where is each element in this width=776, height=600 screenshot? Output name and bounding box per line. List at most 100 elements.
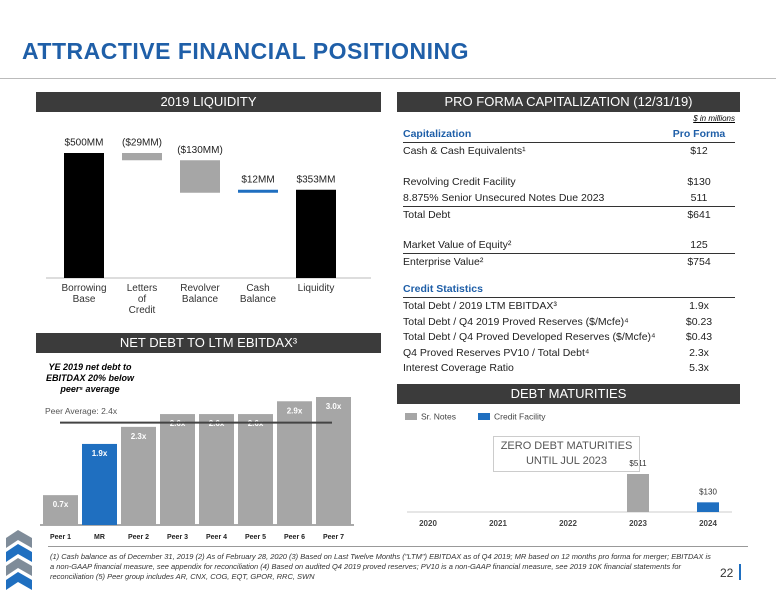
x-tick-label: 2024	[699, 519, 717, 528]
x-tick-label: MR	[94, 534, 105, 541]
cell-value: 2.3x	[689, 346, 709, 359]
value-label: 2.9x	[287, 406, 303, 415]
panel-header: NET DEBT TO LTM EBITDAX³	[36, 333, 381, 353]
cell-label: Credit Statistics	[403, 283, 483, 295]
debt-maturities-chart: Sr. Notes Credit Facility 2020 2021 2022 2023…	[405, 411, 732, 528]
legend-label: Sr. Notes	[421, 411, 456, 421]
value-label: $130	[699, 487, 717, 496]
bar	[316, 397, 351, 525]
x-tick-label: Peer 5	[245, 534, 266, 541]
x-tick-label: 2023	[629, 519, 647, 528]
cell-label: Q4 Proved Reserves PV10 / Total Debt⁴	[403, 346, 590, 359]
unit-note: $ in millions	[693, 114, 735, 123]
footnote: (1) Cash balance as of December 31, 2019…	[50, 552, 711, 581]
cell-value: $130	[687, 176, 711, 188]
table-row: Total Debt $641	[403, 206, 735, 223]
cell-value: $12	[690, 145, 708, 157]
table-row: Cash & Cash Equivalents¹ $12	[403, 143, 735, 159]
value-label: $12MM	[241, 174, 274, 185]
table-row: Revolving Credit Facility $130	[403, 174, 735, 190]
table-row: Total Debt / Q4 Proved Developed Reserve…	[403, 329, 735, 345]
x-tick-label: Cash Balance	[240, 283, 277, 305]
value-label: $500MM	[65, 138, 104, 149]
value-label: 0.7x	[53, 500, 69, 509]
cell-label: 8.875% Senior Unsecured Notes Due 2023	[403, 192, 605, 204]
slide-title: ATTRACTIVE FINANCIAL POSITIONING	[22, 38, 470, 64]
value-label: ($130MM)	[177, 145, 223, 156]
panel-header: DEBT MATURITIES	[397, 384, 740, 404]
bar	[121, 426, 156, 525]
cell-label: Total Debt / 2019 LTM EBITDAX³	[403, 300, 557, 312]
cell-value: 1.9x	[689, 300, 709, 312]
cell-label: Revolving Credit Facility	[403, 176, 516, 188]
x-tick-label: Peer 7	[323, 534, 344, 541]
liquidity-chart: $500MM Borrowing Base ($29MM) Letters of Credi…	[46, 138, 371, 316]
bar	[82, 443, 117, 525]
x-tick-label: Peer 6	[284, 534, 305, 541]
cell-value: $0.23	[685, 315, 713, 328]
bar	[43, 495, 78, 525]
cell-value: Pro Forma	[672, 128, 726, 140]
cell-label: Market Value of Equity²	[403, 239, 512, 251]
chart-annotation: YE 2019 net debt to EBITDAX 20% below pe…	[45, 362, 135, 394]
x-tick-label: Letters of Credit	[127, 283, 158, 316]
table-row: Credit Statistics	[403, 281, 735, 298]
cell-label: Cash & Cash Equivalents¹	[403, 145, 526, 157]
bar	[697, 502, 719, 512]
bar	[199, 414, 234, 525]
footnote-rule	[48, 546, 748, 547]
x-tick-label: Peer 1	[50, 534, 71, 541]
value-label: $353MM	[297, 174, 336, 185]
table-row: Enterprise Value² $754	[403, 253, 735, 270]
value-label: ($29MM)	[122, 138, 162, 149]
bar	[627, 474, 649, 512]
cell-label: Interest Coverage Ratio	[403, 362, 514, 374]
bar	[277, 401, 312, 525]
table-row: Q4 Proved Reserves PV10 / Total Debt⁴ 2.3…	[403, 345, 735, 361]
net-debt-chart: 0.7x Peer 1 1.9x MR 2.3x Peer 2 2.6x Peer 3 2.6x…	[40, 397, 354, 541]
table-row: 8.875% Senior Unsecured Notes Due 2023 51…	[403, 190, 735, 206]
bar	[238, 189, 278, 193]
bar	[122, 153, 162, 161]
panel-header: 2019 LIQUIDITY	[36, 92, 381, 112]
legend-swatch	[405, 413, 417, 420]
x-tick-label: 2020	[419, 519, 437, 528]
x-tick-label: Revolver Balance	[180, 283, 220, 305]
cell-value: $641	[687, 209, 711, 221]
x-tick-label: Peer 2	[128, 534, 149, 541]
title-rule	[0, 78, 776, 79]
cell-label: Capitalization	[403, 128, 472, 140]
value-label: 2.6x	[248, 419, 264, 428]
bar	[64, 153, 104, 278]
x-tick-label: Liquidity	[298, 283, 335, 294]
cell-label: Total Debt / Q4 Proved Developed Reserve…	[403, 331, 656, 343]
bar	[180, 160, 220, 193]
x-tick-label: Borrowing Base	[61, 283, 106, 305]
table-row: Total Debt / Q4 2019 Proved Reserves ($/…	[403, 314, 735, 330]
bar	[238, 414, 273, 525]
cell-value: 511	[690, 192, 708, 204]
table-row: Capitalization Pro Forma	[403, 126, 735, 143]
x-tick-label: 2022	[559, 519, 577, 528]
cell-value: $754	[687, 256, 711, 268]
page-number: 22	[720, 566, 734, 580]
reference-label: Peer Average: 2.4x	[45, 406, 118, 416]
cell-label: Total Debt / Q4 2019 Proved Reserves ($/…	[403, 315, 629, 328]
legend-swatch	[478, 413, 490, 420]
x-tick-label: Peer 3	[167, 534, 188, 541]
x-tick-label: 2021	[489, 519, 507, 528]
cell-label: Total Debt	[403, 209, 451, 221]
logo	[6, 530, 32, 590]
cell-value: 5.3x	[689, 362, 709, 374]
table-row: Market Value of Equity² 125	[403, 237, 735, 253]
table-row: Interest Coverage Ratio 5.3x	[403, 360, 735, 376]
value-label: 2.3x	[131, 432, 147, 441]
page-marker	[739, 564, 741, 580]
table-row: Total Debt / 2019 LTM EBITDAX³ 1.9x	[403, 298, 735, 314]
value-label: 2.6x	[209, 419, 225, 428]
value-label: $511	[629, 459, 647, 468]
legend-label: Credit Facility	[494, 411, 546, 421]
chart-annotation: ZERO DEBT MATURITIES UNTIL JUL 2023	[493, 436, 640, 472]
value-label: 1.9x	[92, 449, 108, 458]
